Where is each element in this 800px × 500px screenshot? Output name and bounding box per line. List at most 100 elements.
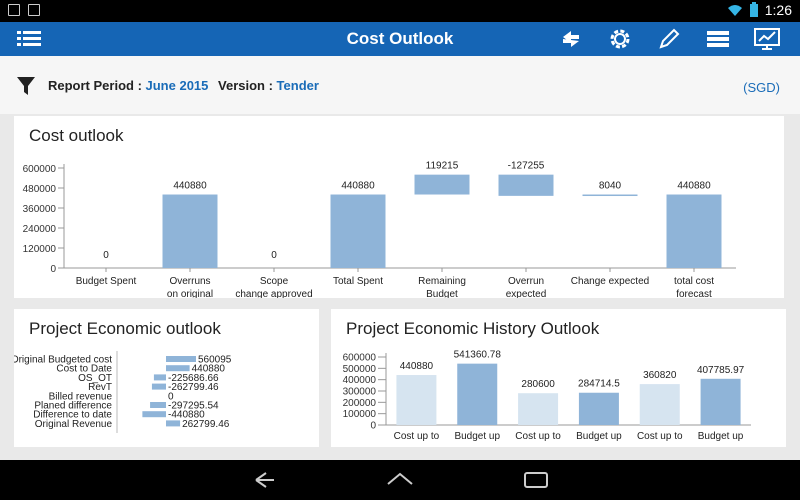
back-button[interactable]: [246, 468, 282, 492]
economic-bar-label: -262799.46: [168, 382, 219, 393]
x-tick-label: Budget Spent: [76, 276, 137, 287]
y-tick-label: 100000: [343, 409, 377, 420]
economic-bar: [150, 402, 166, 408]
rows-icon: [707, 31, 729, 47]
economic-bar-label: 560095: [198, 355, 232, 366]
history-bar: [700, 378, 741, 425]
category-label: Original Budgeted cost: [14, 355, 112, 366]
cost-bar-label: -127255: [508, 161, 545, 172]
x-tick-label: Budget up: [698, 431, 744, 442]
economic-bar-label: -440880: [168, 410, 205, 421]
edit-button[interactable]: [655, 26, 683, 52]
economic-outlook-chart: Original Budgeted cost 560095 Cost to Date…: [14, 351, 232, 433]
economic-bar-label: 262799.46: [182, 419, 230, 430]
cost-bar-label: 119215: [426, 161, 459, 172]
gear-icon: [610, 29, 630, 49]
x-tick-label: forecast: [676, 289, 712, 298]
x-tick-label: on original: [167, 289, 213, 298]
dashboard-button[interactable]: [753, 26, 781, 52]
cost-bar-label: 440880: [677, 181, 711, 192]
history-bar-label: 440880: [400, 361, 434, 372]
y-tick-label: 0: [370, 421, 376, 432]
x-tick-label: Remaining: [418, 276, 466, 287]
filter-icon[interactable]: [16, 76, 36, 96]
navigation-bar: [0, 460, 800, 500]
sync-button[interactable]: [557, 26, 585, 52]
layout-button[interactable]: [704, 26, 732, 52]
history-bar: [518, 393, 559, 425]
menu-list-button[interactable]: [15, 26, 43, 52]
history-bar: [578, 392, 619, 425]
home-button[interactable]: [382, 468, 418, 492]
history-bar-label: 407785.97: [697, 365, 745, 376]
x-tick-label: expected: [506, 289, 547, 298]
wifi-icon: [727, 5, 742, 16]
economic-bar-label: 440880: [192, 364, 226, 375]
history-bar-label: 280600: [521, 379, 555, 390]
economic-bar: [166, 356, 196, 362]
pencil-icon: [659, 28, 680, 49]
back-icon: [255, 472, 274, 488]
y-tick-label: 300000: [343, 387, 377, 398]
x-tick-label: Total Spent: [333, 276, 383, 287]
recent-apps-button[interactable]: [518, 468, 554, 492]
x-tick-label: Overruns: [169, 276, 210, 287]
status-bar: 1:26: [0, 0, 800, 22]
cost-bar: [414, 174, 470, 195]
economic-outlook-title: Project Economic outlook: [29, 319, 221, 338]
y-tick-label: 120000: [23, 244, 57, 255]
category-label: Cost to Date: [56, 364, 112, 375]
history-bar-label: 541360.78: [454, 350, 502, 361]
economic-outlook-panel: Project Economic outlook Original Budget…: [14, 309, 319, 447]
y-tick-label: 360000: [23, 204, 57, 215]
y-tick-label: 480000: [23, 184, 57, 195]
history-bar-label: 284714.5: [578, 379, 620, 390]
recent-apps-icon: [524, 472, 548, 488]
category-label: Planed difference: [34, 401, 112, 412]
category-label: OS_OT: [78, 373, 112, 384]
cost-bar: [162, 194, 218, 268]
economic-bar-label: -297295.54: [168, 401, 219, 412]
cost-outlook-chart: 600000 480000 360000 240000 120000 0 0 Budget S…: [23, 161, 736, 298]
history-outlook-title: Project Economic History Outlook: [346, 319, 600, 338]
cost-outlook-panel: Cost outlook 600000 480000 360000 240000 120…: [14, 116, 784, 298]
x-tick-label: Scope: [260, 276, 289, 287]
x-tick-label: Cost up to: [515, 431, 561, 442]
monitor-chart-icon: [754, 28, 780, 50]
cost-bar-label: 440880: [173, 181, 207, 192]
y-tick-label: 600000: [343, 353, 377, 364]
economic-bar: [153, 374, 166, 381]
x-tick-label: Cost up to: [637, 431, 683, 442]
economic-bar: [166, 420, 181, 427]
economic-bar-label: -225686.66: [168, 373, 219, 384]
cost-bar-label: 0: [103, 250, 109, 261]
x-tick-label: Cost up to: [394, 431, 440, 442]
category-label: RevT: [88, 382, 112, 393]
page-title: Cost Outlook: [346, 29, 454, 48]
report-filter-bar: Report Period : June 2015 Version : Tend…: [0, 56, 800, 114]
battery-icon: [749, 2, 758, 17]
history-bar: [639, 384, 680, 425]
cost-bar-label: 440880: [341, 181, 375, 192]
cost-bar: [330, 194, 386, 268]
x-tick-label: Change expected: [571, 276, 649, 287]
y-tick-label: 600000: [23, 164, 57, 175]
download-notification-icon: [8, 4, 20, 16]
image-notification-icon: [28, 4, 40, 16]
economic-bar: [142, 411, 166, 418]
list-icon: [17, 31, 41, 46]
history-bar: [457, 363, 498, 425]
settings-button[interactable]: [606, 26, 634, 52]
y-tick-label: 400000: [343, 375, 377, 386]
y-tick-label: 240000: [23, 224, 57, 235]
report-period-value: June 2015: [145, 78, 209, 93]
report-period[interactable]: Report Period : June 2015 Version : Tend…: [48, 78, 319, 93]
economic-bar-label: 0: [168, 391, 174, 402]
sync-icon: [563, 31, 579, 47]
cost-bar-label: 0: [271, 250, 277, 261]
x-tick-label: total cost: [674, 276, 714, 287]
economic-bar: [166, 365, 190, 372]
cost-bar: [666, 194, 722, 268]
version-value: Tender: [276, 78, 319, 93]
